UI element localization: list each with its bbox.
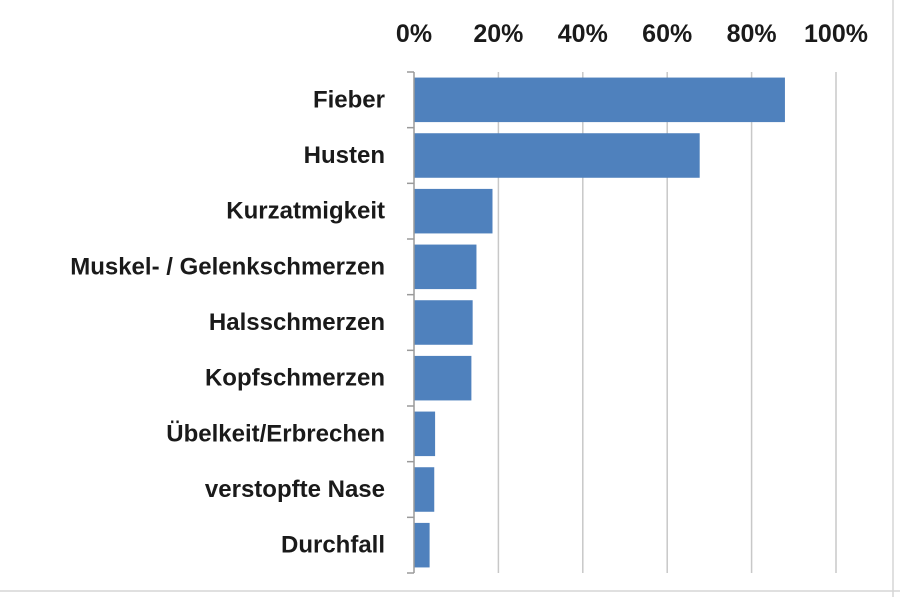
x-axis-tick-labels: 0% 20% 40% 60% 80% 100% bbox=[396, 20, 868, 48]
bar-9 bbox=[414, 522, 430, 568]
bar-3 bbox=[414, 188, 493, 234]
category-labels: Fieber Husten Kurzatmigkeit Muskel- / Gelen… bbox=[70, 86, 385, 558]
x-tick-label-60: 60% bbox=[642, 20, 692, 48]
category-label-5: Halsschmerzen bbox=[209, 309, 385, 336]
x-tick-label-100: 100% bbox=[804, 20, 868, 48]
category-label-1: Fieber bbox=[313, 86, 385, 113]
bar-7 bbox=[414, 411, 436, 457]
bar-8 bbox=[414, 467, 435, 512]
category-label-3: Kurzatmigkeit bbox=[226, 198, 385, 225]
bar-1 bbox=[414, 77, 785, 123]
x-tick-label-40: 40% bbox=[558, 20, 608, 48]
category-label-2: Husten bbox=[304, 142, 385, 169]
bar-4 bbox=[414, 244, 477, 290]
bar-5 bbox=[414, 300, 473, 345]
category-label-9: Durchfall bbox=[281, 532, 385, 559]
category-label-4: Muskel- / Gelenkschmerzen bbox=[70, 253, 385, 280]
x-tick-label-0: 0% bbox=[396, 20, 432, 48]
bar-6 bbox=[414, 355, 472, 401]
category-label-8: verstopfte Nase bbox=[205, 476, 385, 503]
category-label-7: Übelkeit/Erbrechen bbox=[166, 420, 385, 447]
x-tick-label-20: 20% bbox=[473, 20, 523, 48]
bars bbox=[414, 77, 785, 568]
category-label-6: Kopfschmerzen bbox=[205, 365, 385, 392]
x-tick-label-80: 80% bbox=[727, 20, 777, 48]
category-axis bbox=[407, 71, 415, 574]
bar-2 bbox=[414, 133, 700, 178]
